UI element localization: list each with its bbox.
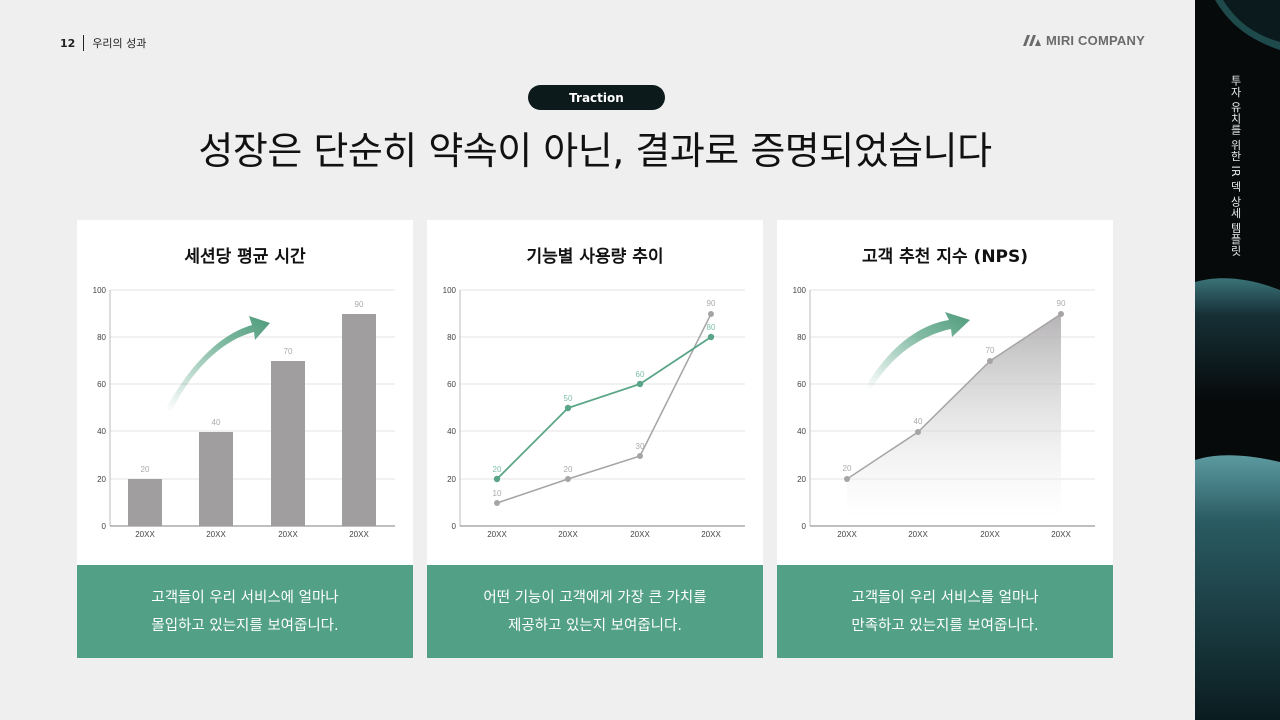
card-nps: 고객 추천 지수 (NPS) 0 20 40 60 <box>777 220 1113 658</box>
svg-text:10: 10 <box>493 489 502 498</box>
series-gray <box>494 311 714 506</box>
svg-text:100: 100 <box>93 286 107 295</box>
series-line <box>844 311 1064 482</box>
svg-text:20XX: 20XX <box>487 530 507 539</box>
svg-text:20XX: 20XX <box>908 530 928 539</box>
gray-value-labels: 10 20 30 90 <box>493 299 716 498</box>
svg-text:40: 40 <box>447 427 456 436</box>
y-axis-gridlines <box>460 289 745 480</box>
series-green <box>493 333 715 483</box>
svg-text:60: 60 <box>97 380 106 389</box>
svg-text:40: 40 <box>797 427 806 436</box>
svg-text:100: 100 <box>793 286 807 295</box>
svg-text:0: 0 <box>452 522 457 531</box>
section-badge: Traction <box>528 85 665 110</box>
svg-text:20: 20 <box>447 475 456 484</box>
x-tick-labels: 20XX 20XX 20XX 20XX <box>487 530 721 539</box>
svg-text:80: 80 <box>447 333 456 342</box>
svg-text:50: 50 <box>564 394 573 403</box>
svg-text:20XX: 20XX <box>206 530 226 539</box>
svg-text:20: 20 <box>564 465 573 474</box>
svg-text:20XX: 20XX <box>135 530 155 539</box>
svg-text:0: 0 <box>102 522 107 531</box>
svg-text:40: 40 <box>97 427 106 436</box>
svg-text:20XX: 20XX <box>278 530 298 539</box>
svg-text:20: 20 <box>843 464 852 473</box>
svg-text:70: 70 <box>284 347 293 356</box>
x-tick-labels: 20XX 20XX 20XX 20XX <box>135 530 369 539</box>
area-chart: 0 20 40 60 80 100 20 40 70 90 20XX 20XX … <box>793 286 1095 539</box>
svg-text:80: 80 <box>707 323 716 332</box>
svg-text:80: 80 <box>97 333 106 342</box>
card-title: 고객 추천 지수 (NPS) <box>861 247 1029 267</box>
svg-text:100: 100 <box>443 286 457 295</box>
svg-text:40: 40 <box>914 417 923 426</box>
svg-text:20XX: 20XX <box>837 530 857 539</box>
svg-text:20XX: 20XX <box>1051 530 1071 539</box>
page-header: 12 우리의 성과 <box>60 35 146 51</box>
line-chart: 0 20 40 60 80 100 10 20 30 90 <box>443 286 745 539</box>
header-divider <box>83 35 85 51</box>
green-value-labels: 20 50 60 80 <box>493 323 716 474</box>
svg-text:90: 90 <box>1057 299 1066 308</box>
svg-text:20XX: 20XX <box>630 530 650 539</box>
x-tick-labels: 20XX 20XX 20XX 20XX <box>837 530 1071 539</box>
svg-text:60: 60 <box>636 370 645 379</box>
logo-text: MIRI COMPANY <box>1046 33 1145 48</box>
card-description: 어떤 기능이 고객에게 가장 큰 가치를 제공하고 있는지 보여줍니다. <box>427 565 763 658</box>
svg-text:70: 70 <box>986 346 995 355</box>
card-session-time: 세션당 평균 시간 0 20 40 60 80 100 <box>77 220 413 658</box>
bar-value-labels: 20 40 70 90 <box>141 300 364 474</box>
growth-arrow-icon <box>165 316 270 410</box>
y-tick-labels: 0 20 40 60 80 100 <box>93 286 107 531</box>
svg-text:80: 80 <box>797 333 806 342</box>
section-name: 우리의 성과 <box>92 37 147 50</box>
company-logo: MIRI COMPANY <box>1022 33 1145 48</box>
sidebar-vertical-text: 투자 유치를 위한 IR 덱 상세 템플릿 <box>1229 75 1242 257</box>
card-description: 고객들이 우리 서비스를 얼마나 만족하고 있는지를 보여줍니다. <box>777 565 1113 658</box>
sidebar-wave-graphic <box>1195 0 1280 720</box>
svg-text:20XX: 20XX <box>701 530 721 539</box>
value-labels: 20 40 70 90 <box>843 299 1066 473</box>
svg-text:20XX: 20XX <box>980 530 1000 539</box>
svg-text:20XX: 20XX <box>558 530 578 539</box>
y-tick-labels: 0 20 40 60 80 100 <box>793 286 807 531</box>
svg-text:60: 60 <box>797 380 806 389</box>
svg-text:90: 90 <box>355 300 364 309</box>
svg-text:40: 40 <box>212 418 221 427</box>
svg-text:60: 60 <box>447 380 456 389</box>
card-feature-usage: 기능별 사용량 추이 0 20 40 60 80 100 <box>427 220 763 658</box>
bars <box>128 314 376 526</box>
svg-text:20: 20 <box>797 475 806 484</box>
svg-text:20: 20 <box>97 475 106 484</box>
svg-text:30: 30 <box>636 442 645 451</box>
logo-mark-icon <box>1023 35 1041 46</box>
growth-arrow-icon <box>865 312 970 388</box>
page-number: 12 <box>60 36 76 50</box>
card-title: 기능별 사용량 추이 <box>526 247 664 267</box>
svg-text:0: 0 <box>802 522 807 531</box>
card-title: 세션당 평균 시간 <box>184 247 306 267</box>
card-description: 고객들이 우리 서비스에 얼마나 몰입하고 있는지를 보여줍니다. <box>77 565 413 658</box>
bar-chart: 0 20 40 60 80 100 20 40 70 90 20XX 20XX … <box>93 286 395 539</box>
page-title: 성장은 단순히 약속이 아닌, 결과로 증명되었습니다 <box>198 129 992 173</box>
decorative-sidebar: 투자 유치를 위한 IR 덱 상세 템플릿 <box>1195 0 1280 720</box>
area-fill <box>847 314 1061 518</box>
svg-text:20: 20 <box>141 465 150 474</box>
svg-text:90: 90 <box>707 299 716 308</box>
svg-text:20: 20 <box>493 465 502 474</box>
y-tick-labels: 0 20 40 60 80 100 <box>443 286 457 531</box>
svg-text:20XX: 20XX <box>349 530 369 539</box>
